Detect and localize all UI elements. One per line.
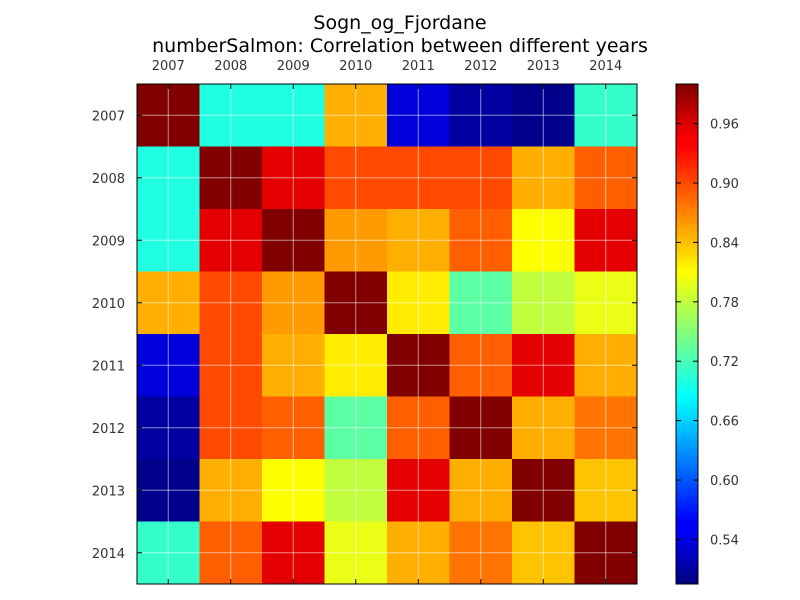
x-tick-label-2009: 2009 xyxy=(277,59,310,74)
plot-frame xyxy=(136,83,638,585)
heatmap-cells xyxy=(137,84,638,585)
y-tick-label-2008: 2008 xyxy=(92,172,125,187)
colorbar-tick-label: 0.96 xyxy=(710,118,739,133)
colorbar-tick-label: 0.54 xyxy=(710,533,739,548)
x-axis-ticks: 2007 2008 2009 2010 2011 2012 2013 2014 xyxy=(152,59,622,584)
chart-subtitle: numberSalmon: Correlation between differ… xyxy=(152,35,648,57)
x-tick-label-2007: 2007 xyxy=(152,59,185,74)
y-tick-label-2010: 2010 xyxy=(92,297,125,312)
y-tick-label-2014: 2014 xyxy=(92,547,125,562)
x-tick-label-2008: 2008 xyxy=(214,59,247,74)
heatmap-grid xyxy=(137,84,637,584)
colorbar-tick-label: 0.90 xyxy=(710,177,739,192)
chart-title: Sogn_og_Fjordane xyxy=(313,12,487,34)
x-tick-label-2011: 2011 xyxy=(402,59,435,74)
y-tick-label-2011: 2011 xyxy=(92,359,125,374)
colorbar xyxy=(675,83,699,585)
colorbar-tick-label: 0.84 xyxy=(710,236,739,251)
y-axis-ticks: 2007 2008 2009 2010 2011 2012 2013 2014 xyxy=(92,109,637,562)
colorbar-tick-label: 0.72 xyxy=(710,355,739,370)
x-tick-label-2013: 2013 xyxy=(527,59,560,74)
y-tick-label-2007: 2007 xyxy=(92,109,125,124)
colorbar-ticks: 0.54 0.60 0.66 0.72 0.78 0.84 0.90 0.96 xyxy=(676,118,739,548)
x-tick-label-2012: 2012 xyxy=(464,59,497,74)
x-tick-label-2010: 2010 xyxy=(339,59,372,74)
y-tick-label-2012: 2012 xyxy=(92,422,125,437)
y-tick-label-2013: 2013 xyxy=(92,484,125,499)
colorbar-tick-label: 0.78 xyxy=(710,296,739,311)
colorbar-tick-label: 0.60 xyxy=(710,474,739,489)
colorbar-tick-label: 0.66 xyxy=(710,415,739,430)
y-tick-label-2009: 2009 xyxy=(92,234,125,249)
x-tick-label-2014: 2014 xyxy=(589,59,622,74)
